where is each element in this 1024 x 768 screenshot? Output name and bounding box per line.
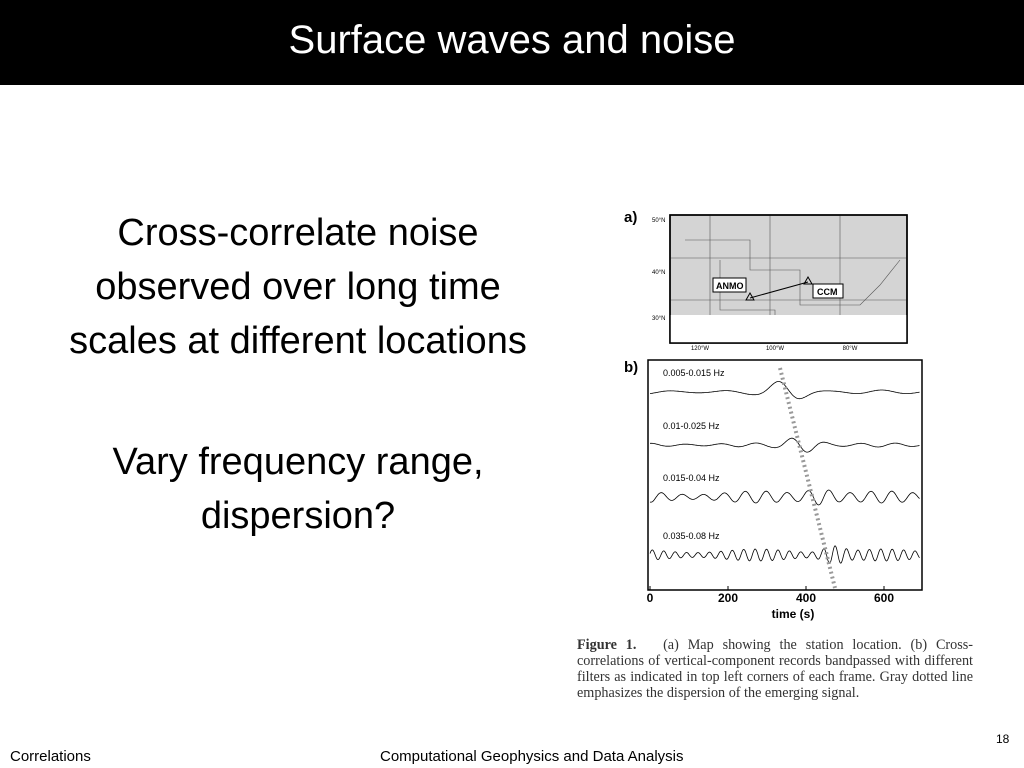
map-frame: [669, 214, 908, 344]
trace-label: 0.01-0.025 Hz: [663, 421, 720, 431]
x-tick-label: 200: [718, 591, 738, 605]
figure: a) ANMO CCM 50°N 40°N 30°N 120°W 100°W 8…: [624, 209, 923, 621]
station-box: [812, 283, 844, 299]
footer-left: Correlations: [10, 748, 91, 765]
ocean: [670, 315, 907, 343]
path-line: [749, 281, 809, 299]
lat-label: 40°N: [652, 270, 665, 276]
title-bar: [0, 0, 1024, 85]
plot-frame: [647, 359, 923, 591]
x-tick-label: 0: [647, 591, 654, 605]
waveform: [649, 489, 920, 506]
trace-label: 0.035-0.08 Hz: [663, 531, 720, 541]
x-axis-label: time (s): [772, 607, 815, 621]
station-box: [712, 277, 747, 293]
x-tick-label: 600: [874, 591, 894, 605]
waveform: [649, 381, 920, 400]
page-number: 18: [996, 732, 1010, 746]
lon-label: 100°W: [766, 346, 784, 352]
caption-lead: Figure 1.: [577, 637, 637, 653]
caption-text: (a) Map showing the station location. (b…: [577, 637, 974, 701]
footer-center: Computational Geophysics and Data Analys…: [380, 748, 684, 765]
station-label: CCM: [817, 287, 838, 297]
waveform: [650, 437, 920, 453]
lon-label: 120°W: [691, 346, 709, 352]
lat-label: 30°N: [652, 316, 665, 322]
lon-label: 80°W: [843, 346, 858, 352]
station-label: ANMO: [716, 281, 744, 291]
station-marker: [745, 291, 755, 301]
lat-label: 50°N: [652, 218, 665, 224]
paragraph: Cross-correlate noise observed over long…: [69, 212, 527, 362]
paragraph: Vary frequency range, dispersion?: [112, 441, 484, 537]
trace-label: 0.005-0.015 Hz: [663, 368, 725, 378]
slide-title: Surface waves and noise: [288, 18, 736, 62]
x-tick-label: 400: [796, 591, 816, 605]
panel-label: a): [624, 209, 637, 226]
waveform: [649, 545, 920, 564]
panel-label: b): [624, 359, 638, 376]
caption: Figure 1. (a) Map showing the station lo…: [577, 637, 973, 701]
station-marker: [803, 275, 813, 285]
trace-label: 0.015-0.04 Hz: [663, 473, 720, 483]
